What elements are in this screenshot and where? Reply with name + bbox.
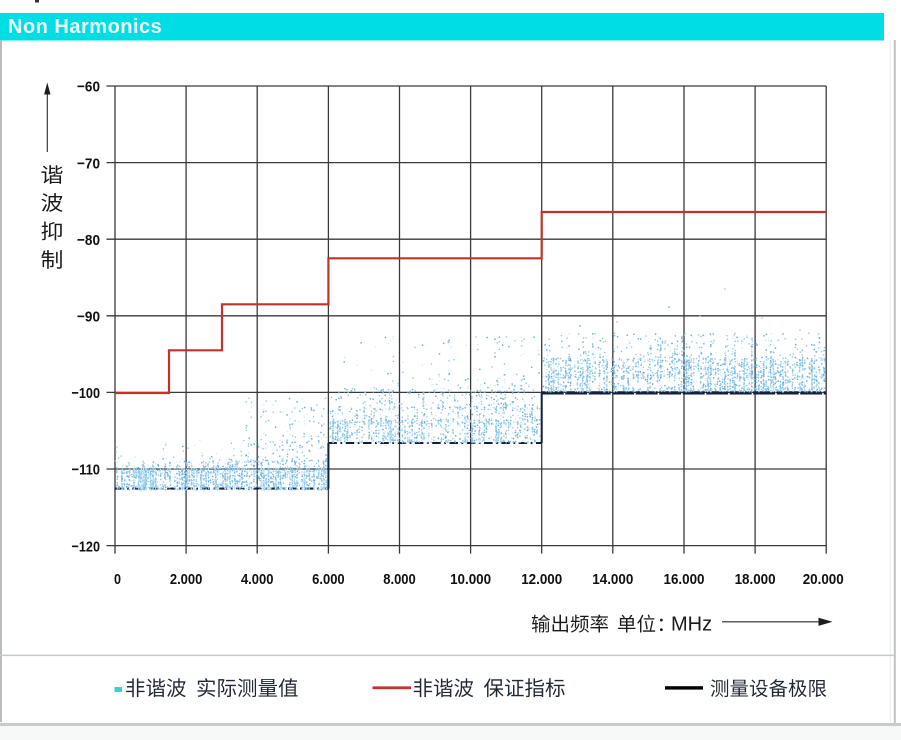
svg-text:16.000: 16.000 (664, 571, 705, 588)
svg-text:Non Harmonics: Non Harmonics (8, 16, 162, 38)
svg-text:−110: −110 (72, 462, 101, 479)
svg-text:6.000: 6.000 (312, 571, 345, 588)
svg-text:10.000: 10.000 (450, 571, 491, 588)
svg-text:8.000: 8.000 (383, 571, 416, 588)
svg-text:14.000: 14.000 (592, 571, 633, 588)
svg-text:−70: −70 (77, 155, 100, 172)
svg-text:2.000: 2.000 (170, 571, 203, 588)
svg-text:MHz: MHz (671, 614, 712, 636)
svg-text:12.000: 12.000 (521, 571, 562, 588)
svg-text:4.000: 4.000 (241, 571, 274, 588)
svg-text:18.000: 18.000 (735, 571, 776, 588)
svg-text:0: 0 (114, 571, 121, 588)
svg-text:−90: −90 (77, 309, 100, 326)
svg-text:20.000: 20.000 (803, 571, 844, 588)
svg-text:−100: −100 (72, 385, 101, 402)
svg-text:−120: −120 (72, 538, 101, 555)
svg-text:−60: −60 (77, 79, 100, 96)
svg-text:−80: −80 (77, 232, 100, 249)
